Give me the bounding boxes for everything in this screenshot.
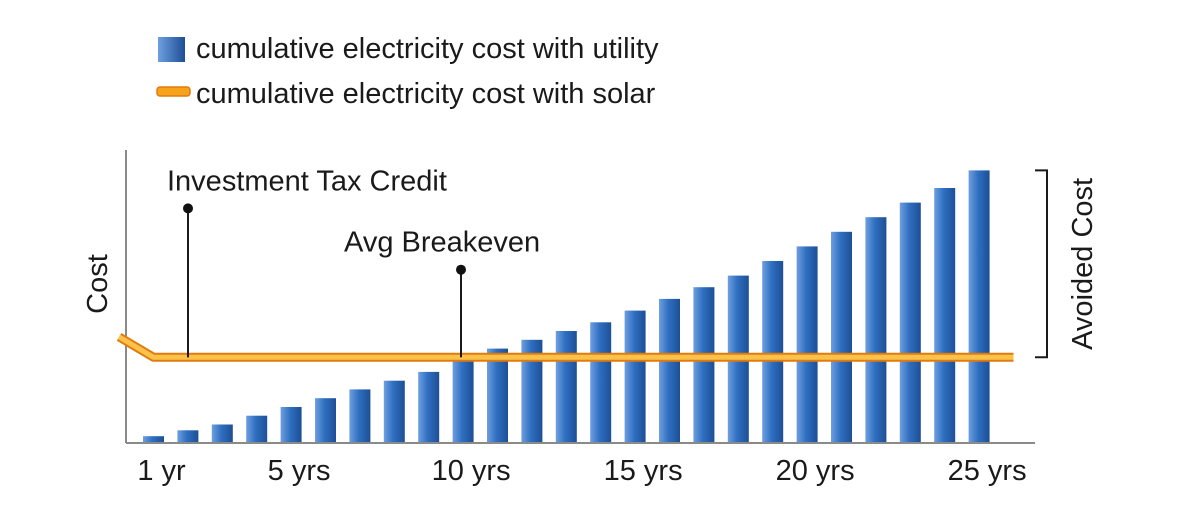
- x-tick-label: 20 yrs: [776, 455, 855, 487]
- bar-17: [693, 287, 715, 442]
- bar-11: [487, 348, 508, 442]
- bar-5: [280, 407, 302, 442]
- annotation-label: Avg Breakeven: [344, 227, 540, 259]
- bar-13: [555, 331, 577, 442]
- bar-7: [349, 389, 371, 442]
- x-tick-label: 10 yrs: [432, 455, 511, 487]
- bar-20: [796, 246, 818, 442]
- bar-16: [659, 298, 680, 442]
- bar-3: [211, 424, 233, 442]
- annotations: Investment Tax Credit Avg Breakeven: [167, 165, 540, 358]
- bars: [143, 170, 990, 442]
- x-tick-label: 5 yrs: [268, 455, 331, 487]
- annotation-pin-dot: [183, 203, 193, 214]
- bar-15: [624, 310, 646, 442]
- x-tick-labels: 1 yr 5 yrs 10 yrs 15 yrs 20 yrs 25 yrs: [137, 455, 1026, 487]
- bar-10: [452, 357, 474, 442]
- bar-24: [934, 188, 956, 442]
- bar-8: [383, 380, 405, 442]
- legend-solar-swatch: [156, 86, 191, 97]
- x-tick-label: 25 yrs: [948, 455, 1027, 487]
- legend: cumulative electricity cost with utility…: [156, 33, 659, 110]
- bar-2: [177, 430, 199, 442]
- bar-23: [899, 202, 921, 442]
- x-tick-label: 15 yrs: [604, 455, 683, 487]
- bar-12: [521, 339, 543, 442]
- x-tick-label: 1 yr: [137, 455, 186, 487]
- bar-22: [865, 217, 887, 442]
- bar-19: [762, 261, 784, 442]
- bar-14: [590, 322, 612, 442]
- bracket-shape: [1035, 169, 1048, 359]
- bar-1: [143, 436, 164, 442]
- solar-line-path: [117, 334, 1014, 360]
- annotation-pin-dot: [456, 264, 466, 275]
- bar-21: [831, 231, 852, 442]
- bar-25: [968, 170, 990, 442]
- bracket-label: Avoided Cost: [1067, 178, 1099, 350]
- bar-6: [315, 398, 336, 442]
- annotation-label: Investment Tax Credit: [167, 165, 447, 197]
- legend-solar-label: cumulative electricity cost with solar: [196, 78, 656, 110]
- avoided-cost-bracket: Avoided Cost: [1035, 169, 1099, 359]
- solar-line: [116, 333, 1014, 362]
- legend-utility-swatch: [158, 37, 185, 62]
- legend-utility-label: cumulative electricity cost with utility: [196, 33, 659, 65]
- bar-9: [418, 371, 440, 442]
- y-axis-title: Cost: [82, 254, 114, 314]
- bar-4: [246, 415, 268, 442]
